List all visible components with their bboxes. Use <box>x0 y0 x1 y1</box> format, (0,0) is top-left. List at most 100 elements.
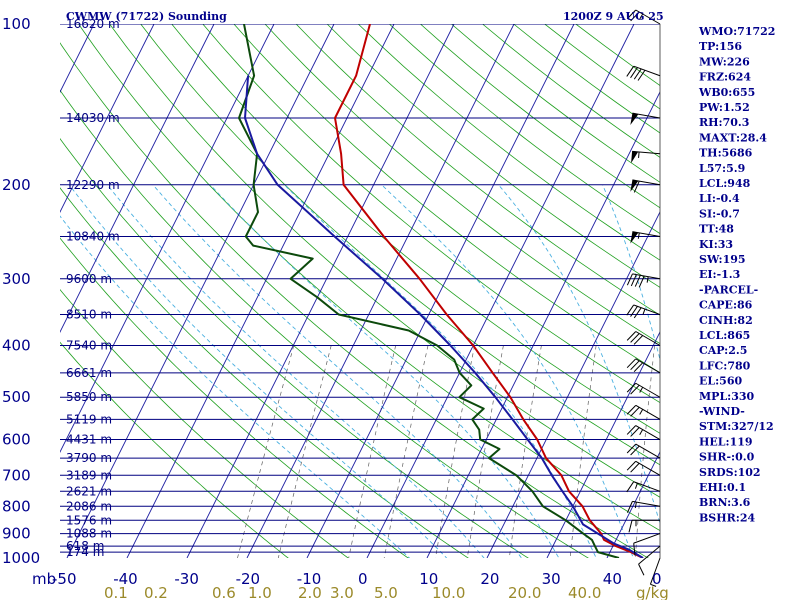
wind-barb-flag <box>630 360 640 371</box>
index-item: WB0:655 <box>698 86 755 99</box>
wind-barb <box>626 304 661 319</box>
mixing-ratio-tick-label: 10.0 <box>432 584 465 600</box>
pressure-tick-label: 200 <box>2 176 31 194</box>
height-label: 5119 m <box>66 412 112 426</box>
index-item: L57:5.9 <box>699 162 745 175</box>
index-item: SRDS:102 <box>699 466 761 479</box>
isotherm <box>126 24 395 558</box>
wind-barbs <box>626 9 661 587</box>
wind-barb-staff <box>632 500 661 507</box>
wind-barb <box>633 533 661 556</box>
wind-barb-flag <box>633 68 642 80</box>
dry-adiabat <box>575 24 660 86</box>
wind-barb-flag <box>630 407 640 417</box>
height-label: 6661 m <box>66 366 112 380</box>
mixing-ratio-line <box>569 345 597 558</box>
height-label: 10840 m <box>66 229 120 243</box>
index-item: BRN:3.6 <box>699 496 751 509</box>
index-item: CINH:82 <box>699 314 753 327</box>
temperature-tick-label: -40 <box>113 570 138 588</box>
height-label: 4431 m <box>66 433 112 447</box>
isotherm <box>60 24 275 454</box>
dry-adiabat <box>326 24 660 288</box>
dry-adiabat <box>60 341 289 558</box>
wind-barb-staff <box>635 425 661 440</box>
index-item: MPL:330 <box>699 390 755 403</box>
dry-adiabat <box>544 24 660 110</box>
wind-barb-flag <box>630 11 640 22</box>
wind-barb <box>626 443 661 459</box>
wind-barb-flag <box>626 304 635 316</box>
wind-barb-flag <box>633 335 644 345</box>
index-item: HEL:119 <box>699 435 753 448</box>
wind-barb <box>626 460 661 476</box>
wind-barb-pennant <box>630 179 639 192</box>
moist-adiabat <box>68 184 448 558</box>
temperature-tick-label: -30 <box>174 570 199 588</box>
height-label: 1088 m <box>66 527 112 541</box>
mixing-ratio-tick-label: 3.0 <box>330 584 354 600</box>
moist-adiabat <box>381 184 634 558</box>
height-label: 7540 m <box>66 339 112 353</box>
wind-barb-flag <box>637 69 646 81</box>
station-title: CWMW (71722) Sounding <box>66 10 227 23</box>
wind-barb <box>626 500 661 513</box>
dry-adiabat <box>60 187 469 558</box>
temperature-tick-label: -10 <box>297 570 322 588</box>
pressure-tick-label: 300 <box>2 270 31 288</box>
wind-barb-pennant <box>631 151 639 164</box>
pressure-tick-label: 1000 <box>2 549 40 567</box>
wind-barb-staff <box>635 404 661 420</box>
temperature-tick-label: 20 <box>480 570 499 588</box>
height-label: 3189 m <box>66 468 112 482</box>
wind-barb-staff <box>632 150 661 155</box>
wind-barb <box>626 273 661 288</box>
wind-barb-flag <box>630 333 640 343</box>
wind-barb-staff <box>635 460 661 476</box>
index-item: LI:-0.4 <box>699 192 740 205</box>
wind-barb-flag <box>630 67 638 79</box>
wind-barb <box>626 9 661 25</box>
wind-barb <box>626 425 661 440</box>
wind-barb-flag <box>626 358 637 369</box>
dry-adiabat <box>295 24 660 316</box>
dry-adiabat <box>264 24 660 345</box>
temperature-tick-label: 0 <box>358 570 368 588</box>
temperature-tick-label: 0 <box>652 570 662 588</box>
wind-barb <box>626 382 661 398</box>
moist-adiabat <box>498 184 660 525</box>
wind-barb <box>626 358 661 374</box>
wind-barb <box>638 545 661 576</box>
dry-adiabat <box>60 89 589 558</box>
wind-barb <box>626 65 661 81</box>
wind-barb-staff <box>635 9 661 25</box>
height-label: 2621 m <box>66 484 112 498</box>
moist-adiabat <box>152 184 522 558</box>
index-item: LCL:865 <box>699 329 750 342</box>
dry-adiabat <box>60 42 649 558</box>
wind-barb-flag <box>638 275 645 288</box>
sounding-time: 1200Z 9 AUG 25 <box>563 10 664 23</box>
index-item: MAXT:28.4 <box>699 131 767 144</box>
index-item: EHI:0.1 <box>699 481 746 494</box>
wind-barb-staff <box>635 331 661 346</box>
mixing-ratio-line <box>435 345 475 558</box>
wind-barb <box>626 404 661 420</box>
pressure-tick-label: 800 <box>2 497 31 515</box>
temperature-tick-label: 30 <box>542 570 561 588</box>
wind-barb-staff <box>635 443 661 459</box>
dry-adiabat <box>233 24 660 374</box>
index-item: -PARCEL- <box>699 283 758 296</box>
index-item: LCL:948 <box>699 177 751 190</box>
wind-barb <box>626 481 661 493</box>
wind-barb <box>649 557 661 587</box>
wind-barb-flag <box>633 362 644 373</box>
pressure-tick-label: 600 <box>2 431 31 449</box>
isotherm <box>246 24 515 558</box>
isotherm <box>186 24 455 558</box>
height-label: 618 m <box>66 539 104 553</box>
wind-barb-flag <box>628 520 633 533</box>
wind-barb-staff <box>633 304 661 316</box>
